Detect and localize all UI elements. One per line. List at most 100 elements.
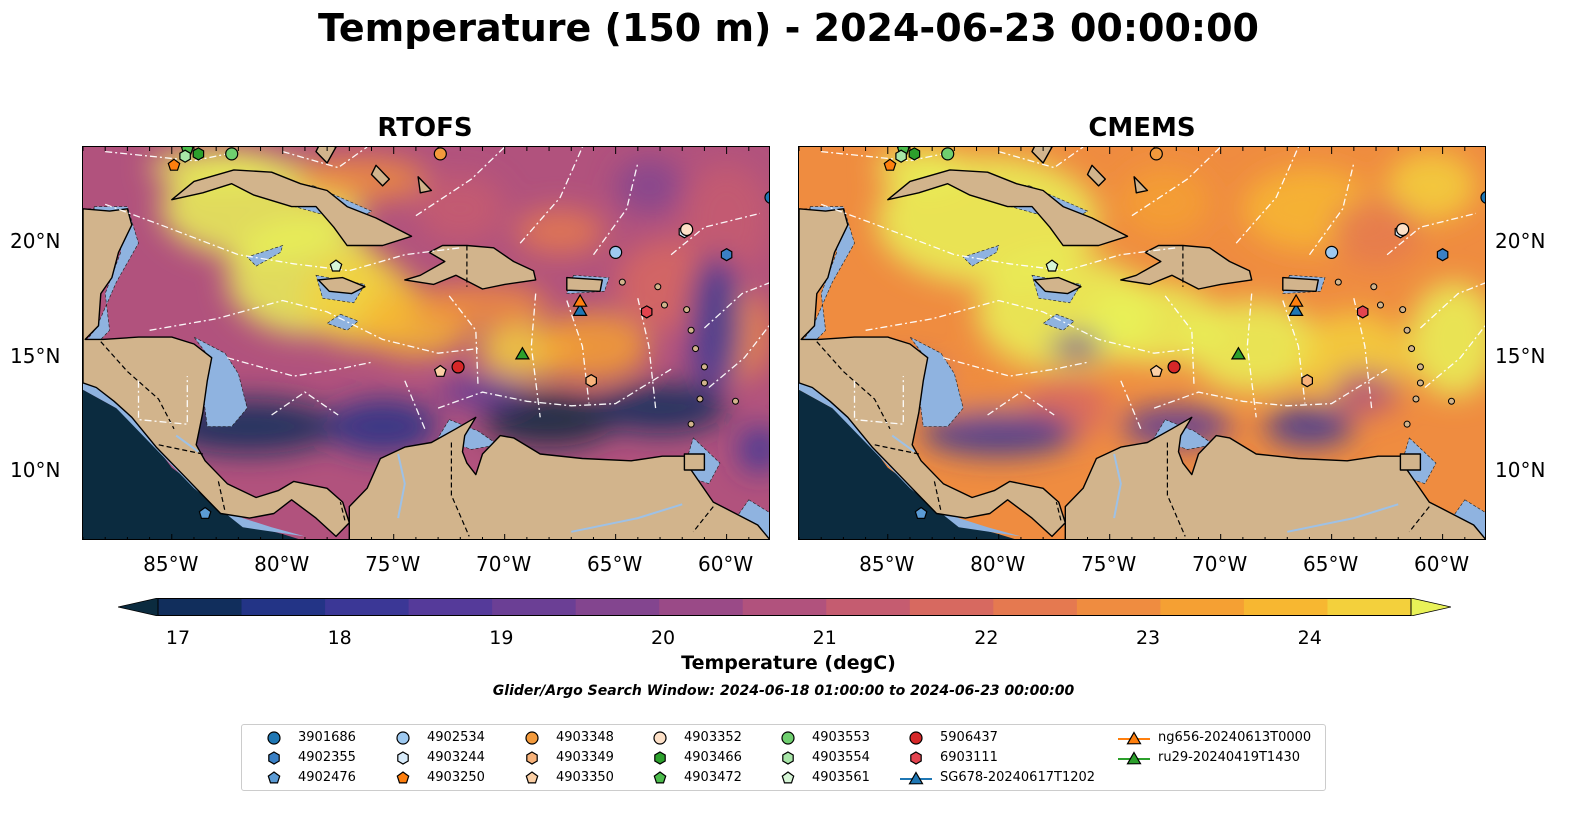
marker-4902476 [914,506,928,519]
antilles-island [1403,326,1411,334]
eez-boundary [703,282,769,329]
legend-marker [1118,731,1150,745]
legend-symbol [654,751,666,765]
rtofs-map[interactable] [82,146,770,540]
marker-ru29-20240419T1430 [1230,346,1246,360]
colorbar-bin [492,598,577,616]
river [891,434,915,453]
colorbar-bin [742,598,827,616]
legend-label: 4903554 [812,750,870,765]
shelf-area [1042,313,1075,331]
colorbar-tick-label: 23 [1135,627,1161,649]
river [1113,453,1122,519]
legend-label: 4903250 [427,770,485,785]
antilles-island [692,345,700,353]
legend-label: 4902355 [298,750,356,765]
shelf-area [962,245,1000,267]
land-mass [799,208,1066,538]
river [571,503,683,533]
eez-boundary [1164,295,1195,386]
legend-marker [654,751,666,765]
panel-title-cmems: CMEMS [1088,113,1196,143]
colorbar-tick-label: 17 [165,627,191,649]
eez-boundary [943,357,1088,377]
lon-tick-label: 60°W [1413,552,1470,576]
eez-boundary [1120,380,1142,430]
legend-symbol [1126,731,1142,745]
antilles-island [731,397,739,405]
colorbar-frame [157,598,1412,616]
colorbar-tick-label: 24 [1297,627,1322,649]
marker-4903350 [1149,364,1163,377]
land-mass [1031,147,1053,164]
antilles-island [696,395,704,403]
river [1287,503,1399,533]
legend-marker [781,731,795,745]
antilles-island [654,283,662,291]
legend-symbol [526,751,538,765]
legend-symbol [1126,751,1142,765]
river [397,453,406,519]
panel-title-rtofs: RTOFS [377,113,473,143]
colorbar-bin [158,598,243,616]
land-mass [1086,164,1106,187]
legend-label: 4903466 [684,750,742,765]
antilles-island [1399,306,1407,314]
legend-label: 6903111 [940,750,998,765]
legend-marker [653,731,667,745]
eez-boundary [865,299,1195,354]
shelf-area [86,206,139,340]
shelf-area [802,206,855,340]
legend-label: 5906437 [940,730,998,745]
land-mass [566,276,603,293]
legend-marker [525,771,539,784]
legend-symbol [781,771,795,784]
colorbar-bin [325,598,410,616]
temperature-field [876,147,1485,457]
lon-tick-label: 85°W [143,552,199,576]
marker-6903111 [640,305,653,319]
land-mass [83,208,350,538]
legend-symbol [909,731,923,745]
legend-label: 4903348 [556,730,614,745]
colorbar-tick-label: 21 [812,627,837,649]
country-border [1408,506,1430,533]
legend-symbol [396,771,410,784]
antilles-island [1416,363,1424,371]
legend-label: SG678-20240617T1202 [940,770,1096,785]
country-border [1166,442,1186,537]
antilles-island [687,326,695,334]
marker-5906437 [451,360,465,374]
colorbar-bin [659,598,744,616]
eez-boundary [1386,212,1477,256]
legend-marker [526,751,538,765]
marker-4903350 [433,364,447,377]
cmems-map[interactable] [798,146,1486,540]
legend-label: ng656-20240613T0000 [1158,730,1312,745]
eez-boundary [227,357,372,377]
country-border [933,481,942,512]
lon-tick-label: 60°W [697,552,754,576]
eez-boundary [670,212,761,256]
legend-marker [910,751,922,765]
eez-boundary [592,162,639,256]
marker-4903554 [895,149,907,163]
country-border [339,501,346,521]
legend-marker [525,731,539,745]
legend-label: 4903352 [684,730,742,745]
eez-boundary [530,293,541,418]
legend-marker [782,751,794,765]
antilles-island [660,301,668,309]
search-window-caption: Glider/Argo Search Window: 2024-06-18 01… [492,683,1075,699]
colorbar-bin [909,598,994,616]
legend-symbol [653,731,667,745]
legend-label: 4903553 [812,730,870,745]
legend-symbol [653,771,667,784]
eez-boundary [519,147,583,244]
country-border [692,506,714,533]
legend-marker [781,771,795,784]
lon-tick-label: 85°W [859,552,915,576]
land-mass [404,244,537,290]
marker-4903250 [167,158,181,171]
marker-6903111 [1356,305,1369,319]
